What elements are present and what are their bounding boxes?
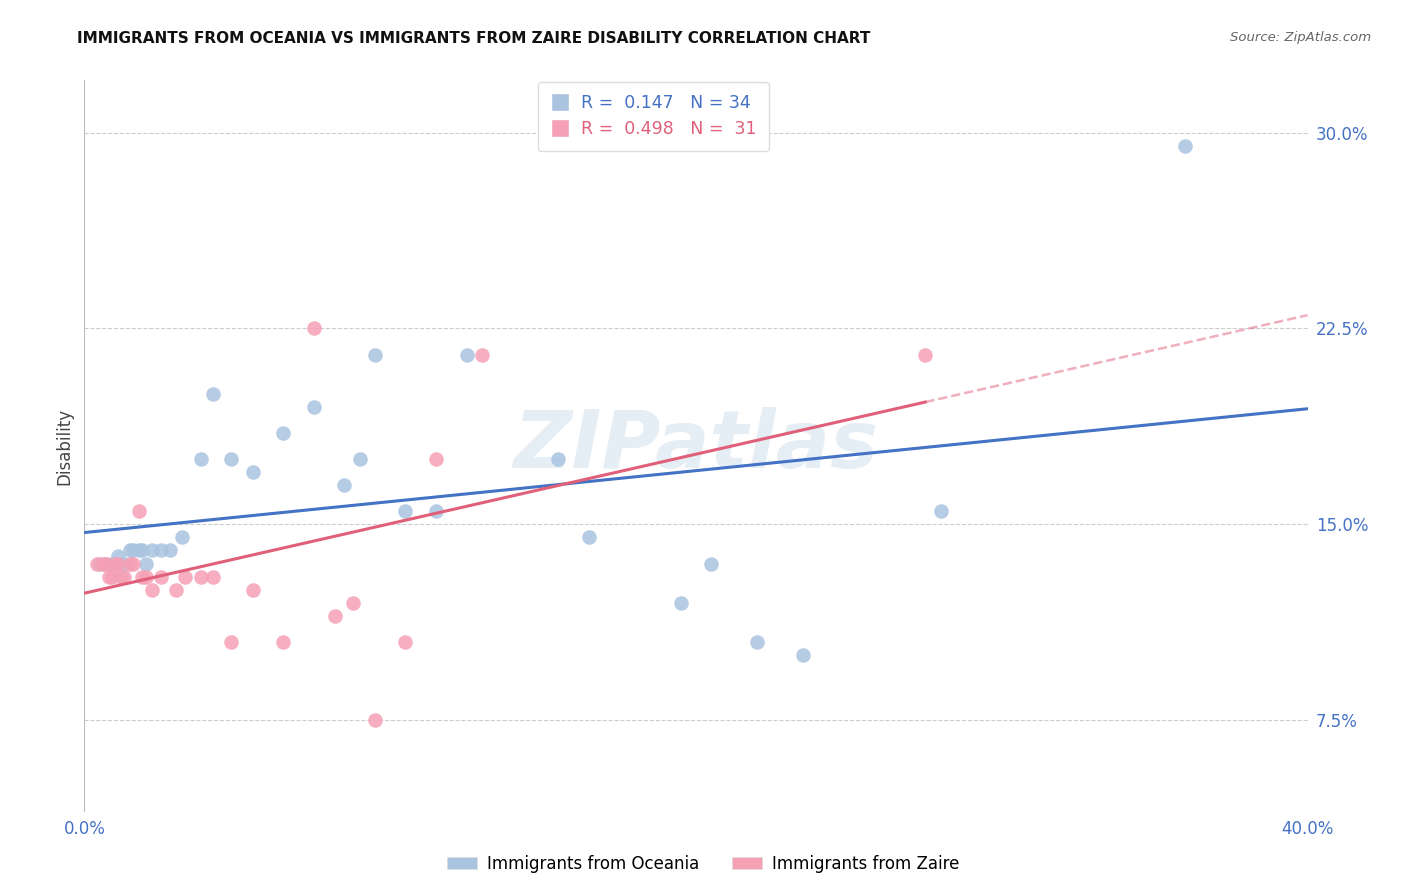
Point	[128, 504, 150, 518]
Point	[271, 635, 294, 649]
Text: ZIPatlas: ZIPatlas	[513, 407, 879, 485]
Point	[547, 452, 569, 467]
Point	[94, 557, 117, 571]
Point	[86, 557, 108, 571]
Point	[323, 608, 346, 623]
Point	[929, 504, 952, 518]
Point	[91, 557, 114, 571]
Text: IMMIGRANTS FROM OCEANIA VS IMMIGRANTS FROM ZAIRE DISABILITY CORRELATION CHART: IMMIGRANTS FROM OCEANIA VS IMMIGRANTS FR…	[77, 31, 870, 46]
Point	[149, 543, 172, 558]
Point	[131, 543, 153, 558]
Point	[456, 347, 478, 362]
Point	[128, 543, 150, 558]
Point	[747, 635, 769, 649]
Point	[342, 596, 364, 610]
Point	[914, 347, 936, 362]
Point	[112, 557, 135, 571]
Point	[190, 452, 212, 467]
Point	[302, 400, 325, 414]
Point	[135, 569, 157, 583]
Point	[89, 557, 111, 571]
Point	[394, 504, 416, 518]
Point	[190, 569, 212, 583]
Point	[174, 569, 197, 583]
Point	[700, 557, 723, 571]
Point	[122, 557, 145, 571]
Point	[792, 648, 814, 662]
Point	[349, 452, 371, 467]
Point	[97, 569, 120, 583]
Point	[172, 530, 194, 544]
Point	[425, 504, 447, 518]
Point	[219, 635, 242, 649]
Point	[242, 582, 264, 597]
Point	[219, 452, 242, 467]
Legend: Immigrants from Oceania, Immigrants from Zaire: Immigrants from Oceania, Immigrants from…	[440, 848, 966, 880]
Point	[120, 543, 142, 558]
Point	[101, 569, 124, 583]
Point	[333, 478, 356, 492]
Point	[149, 569, 172, 583]
Point	[94, 557, 117, 571]
Point	[135, 557, 157, 571]
Point	[141, 582, 163, 597]
Point	[141, 543, 163, 558]
Point	[1174, 138, 1197, 153]
Point	[364, 347, 387, 362]
Point	[425, 452, 447, 467]
Point	[271, 425, 294, 440]
Point	[165, 582, 187, 597]
Point	[242, 465, 264, 479]
Point	[122, 543, 145, 558]
Point	[107, 549, 129, 563]
Point	[394, 635, 416, 649]
Point	[112, 569, 135, 583]
Text: Source: ZipAtlas.com: Source: ZipAtlas.com	[1230, 31, 1371, 45]
Point	[101, 557, 124, 571]
Point	[107, 557, 129, 571]
Point	[120, 557, 142, 571]
Point	[578, 530, 600, 544]
Point	[364, 714, 387, 728]
Y-axis label: Disability: Disability	[55, 408, 73, 484]
Legend: R =  0.147   N = 34, R =  0.498   N =  31: R = 0.147 N = 34, R = 0.498 N = 31	[537, 82, 769, 151]
Point	[669, 596, 692, 610]
Point	[131, 569, 153, 583]
Point	[104, 557, 127, 571]
Point	[201, 569, 224, 583]
Point	[159, 543, 181, 558]
Point	[201, 386, 224, 401]
Point	[302, 321, 325, 335]
Point	[471, 347, 494, 362]
Point	[110, 569, 132, 583]
